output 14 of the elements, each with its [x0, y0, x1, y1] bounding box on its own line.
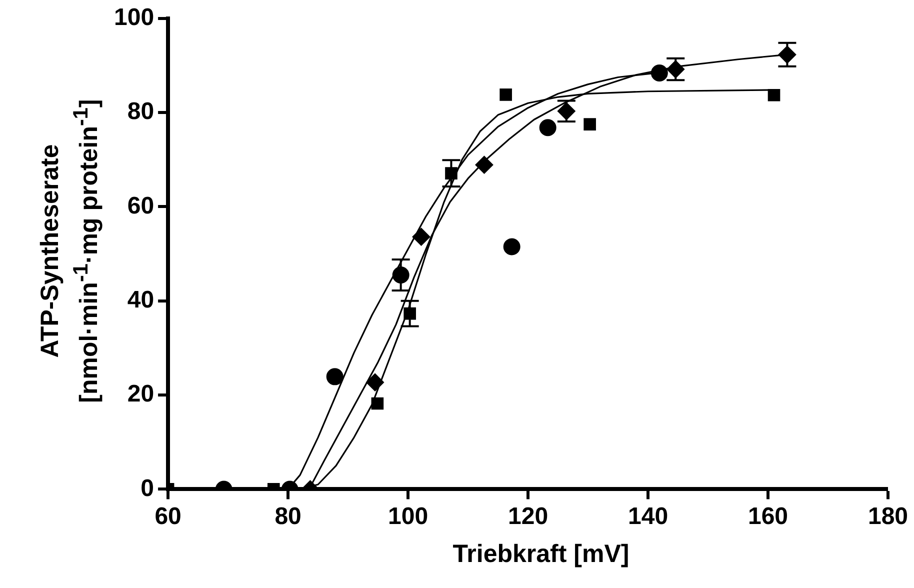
y-tick-label: 60 — [127, 192, 154, 220]
y-tick-label: 100 — [114, 4, 154, 32]
x-tick-label: 140 — [628, 503, 668, 530]
x-tick-label: 120 — [508, 503, 548, 530]
y-tick-label: 80 — [127, 98, 154, 126]
x-axis-title: Triebkraft [mV] — [452, 540, 630, 569]
x-tick-label: 100 — [388, 503, 428, 530]
x-tick-label: 160 — [748, 503, 788, 530]
y-tick-label: 40 — [127, 286, 154, 314]
y-tick-label: 0 — [140, 474, 154, 502]
y-tick-label: 20 — [127, 380, 154, 408]
x-tick-label: 80 — [274, 503, 302, 530]
x-tick-label: 60 — [154, 503, 182, 530]
x-tick-label: 180 — [868, 503, 908, 530]
